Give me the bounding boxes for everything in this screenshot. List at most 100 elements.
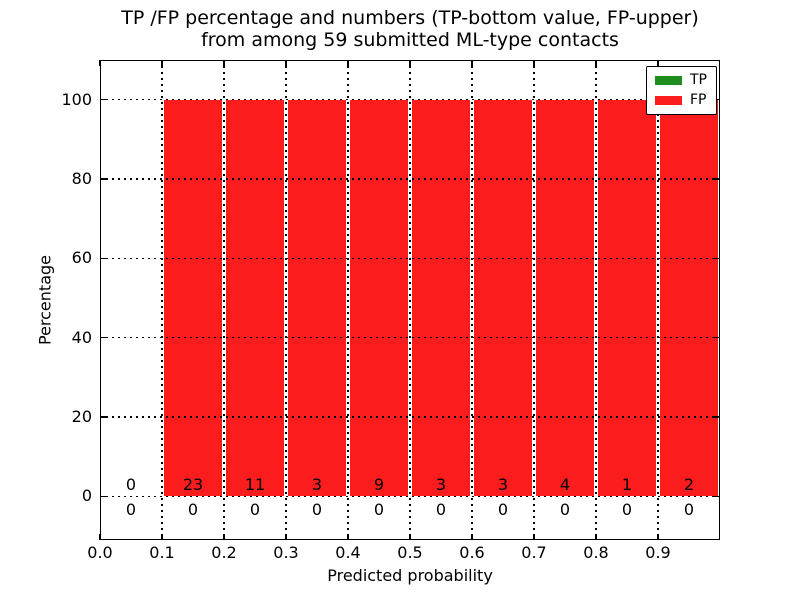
fp-bar	[660, 99, 718, 497]
fp-bar	[350, 99, 408, 497]
fp-count-label: 1	[621, 475, 633, 495]
x-tick-mark-top	[657, 60, 659, 66]
fp-count-label: 9	[373, 475, 385, 495]
x-tick-mark-bottom	[533, 534, 535, 540]
x-tick-label: 0.6	[459, 543, 485, 562]
tp-count-label: 0	[187, 500, 199, 520]
legend-label-fp: FP	[690, 92, 707, 108]
y-tick-label: 60	[71, 248, 92, 268]
grid-line-vertical	[347, 60, 349, 540]
x-tick-mark-bottom	[471, 534, 473, 540]
y-tick-mark-right	[714, 257, 720, 260]
grid-line-vertical	[471, 60, 473, 540]
y-tick-label: 0	[81, 486, 92, 506]
x-tick-label: 0.0	[87, 543, 113, 562]
y-tick-mark-left	[100, 178, 106, 180]
fp-count-label: 23	[182, 475, 204, 495]
y-tick-mark-right	[714, 416, 720, 418]
y-tick-mark-left	[100, 98, 106, 101]
y-tick-mark-right	[714, 98, 720, 101]
x-tick-mark-top	[223, 60, 225, 66]
fp-count-label: 2	[683, 475, 695, 495]
y-tick-label: 20	[71, 407, 92, 427]
x-tick-mark-top	[99, 60, 101, 66]
grid-line-vertical	[161, 60, 163, 540]
x-tick-label: 0.7	[521, 543, 547, 562]
tp-count-label: 0	[497, 500, 509, 520]
x-tick-mark-top	[285, 60, 287, 66]
x-tick-label: 0.8	[583, 543, 609, 562]
chart-title-line-2: from among 59 submitted ML-type contacts	[201, 29, 619, 51]
grid-line-vertical	[657, 60, 659, 540]
x-tick-mark-top	[161, 60, 163, 66]
fp-bar	[226, 99, 284, 497]
tp-count-label: 0	[373, 500, 385, 520]
tp-count-label: 0	[311, 500, 323, 520]
fp-count-label: 3	[497, 475, 509, 495]
y-tick-label: 100	[61, 89, 92, 109]
legend: TP FP	[646, 66, 717, 115]
x-tick-mark-bottom	[409, 534, 411, 540]
tp-count-label: 0	[621, 500, 633, 520]
x-tick-mark-top	[595, 60, 597, 66]
plot-area: 0 23 11 3 9 3 3 4 1 2 0 0 0 0 0 0 0 0 0 0 TP FP	[99, 60, 720, 540]
tp-count-label: 0	[559, 500, 571, 520]
legend-swatch-tp	[655, 75, 682, 85]
tp-count-label: 0	[683, 500, 695, 520]
legend-label-tp: TP	[690, 72, 707, 88]
grid-line-vertical	[285, 60, 287, 540]
x-axis-label: Predicted probability	[327, 566, 493, 585]
x-tick-mark-top	[409, 60, 411, 66]
fp-bar	[598, 99, 656, 497]
x-tick-label: 0.1	[149, 543, 175, 562]
x-tick-mark-bottom	[657, 534, 659, 540]
x-tick-mark-bottom	[223, 534, 225, 540]
y-tick-mark-left	[100, 336, 106, 339]
grid-line-vertical	[409, 60, 411, 540]
fp-bar	[412, 99, 470, 497]
fp-count-label: 4	[559, 475, 571, 495]
fp-count-label: 0	[125, 475, 137, 495]
fp-bar	[536, 99, 594, 497]
x-tick-label: 0.5	[397, 543, 423, 562]
tp-count-label: 0	[435, 500, 447, 520]
x-tick-mark-top	[533, 60, 535, 66]
legend-swatch-fp	[655, 95, 682, 105]
grid-line-vertical	[533, 60, 535, 540]
y-tick-mark-right	[714, 178, 720, 180]
y-tick-mark-left	[100, 416, 106, 418]
tp-count-label: 0	[125, 500, 137, 520]
x-tick-label: 0.4	[335, 543, 361, 562]
tp-count-label: 0	[249, 500, 261, 520]
x-tick-mark-bottom	[595, 534, 597, 540]
x-tick-label: 0.9	[645, 543, 671, 562]
legend-entry-fp: FP	[655, 93, 707, 107]
y-tick-label: 40	[71, 327, 92, 347]
y-tick-mark-left	[100, 495, 106, 498]
y-axis-label: Percentage	[35, 254, 55, 346]
chart-title: TP /FP percentage and numbers (TP-bottom…	[100, 7, 720, 51]
x-tick-mark-bottom	[161, 534, 163, 540]
x-tick-mark-bottom	[99, 534, 101, 540]
y-tick-label: 80	[71, 169, 92, 188]
x-tick-label: 0.2	[211, 543, 237, 562]
y-tick-mark-left	[100, 257, 106, 260]
fp-bar	[288, 99, 346, 497]
fp-count-label: 11	[244, 475, 266, 495]
x-tick-mark-bottom	[285, 534, 287, 540]
x-tick-mark-top	[347, 60, 349, 66]
grid-line-vertical	[595, 60, 597, 540]
fp-count-label: 3	[311, 475, 323, 495]
x-tick-mark-bottom	[347, 534, 349, 540]
y-tick-mark-right	[714, 336, 720, 339]
legend-entry-tp: TP	[655, 73, 707, 87]
chart-title-line-1: TP /FP percentage and numbers (TP-bottom…	[121, 7, 699, 29]
fp-bar	[164, 99, 222, 497]
y-tick-mark-right	[714, 495, 720, 498]
grid-line-vertical	[223, 60, 225, 540]
x-tick-mark-top	[471, 60, 473, 66]
fp-count-label: 3	[435, 475, 447, 495]
fp-bar	[474, 99, 532, 497]
x-tick-label: 0.3	[273, 543, 299, 562]
